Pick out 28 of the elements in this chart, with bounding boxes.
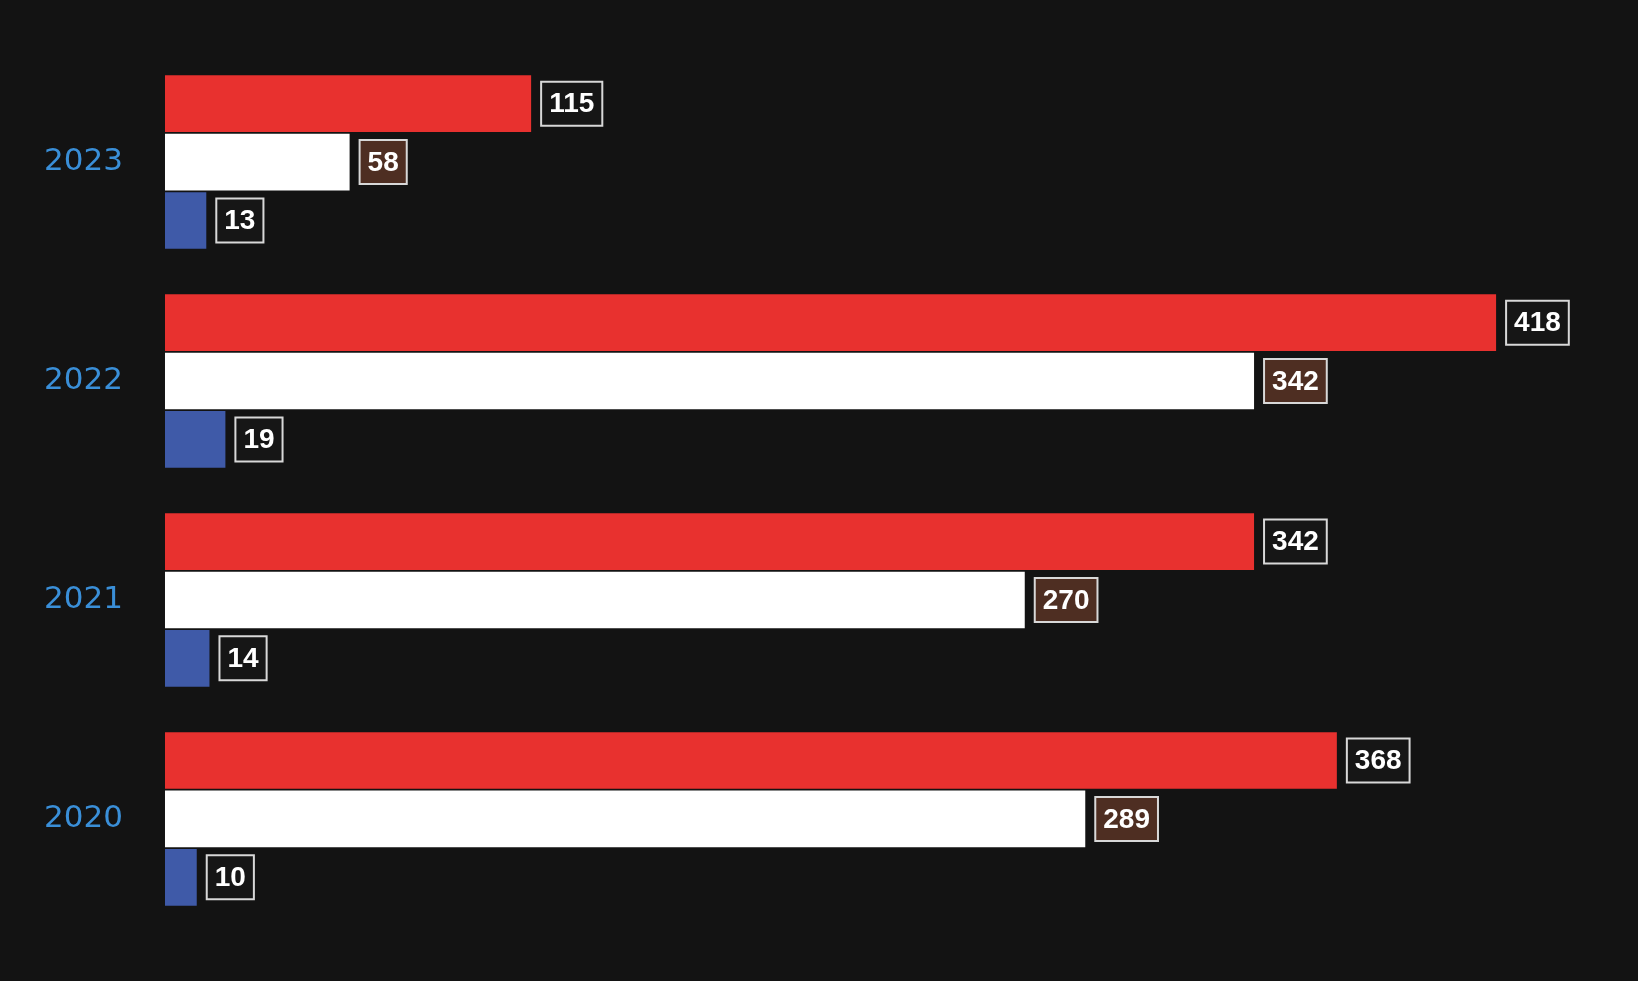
data-label: 115 — [549, 87, 595, 119]
bar — [164, 294, 1497, 351]
bar — [164, 513, 1255, 570]
bar — [164, 848, 197, 906]
y-tick-label: 2022 — [43, 360, 123, 397]
data-label: 418 — [1514, 306, 1561, 338]
data-label: 10 — [214, 861, 246, 893]
bar — [164, 75, 532, 133]
bar — [164, 732, 1337, 789]
bar — [164, 133, 350, 191]
data-label: 58 — [367, 145, 399, 177]
data-label: 342 — [1272, 525, 1319, 557]
data-label: 368 — [1354, 744, 1402, 776]
data-label: 289 — [1103, 802, 1150, 834]
bar — [164, 790, 1086, 848]
y-tick-label: 2020 — [43, 797, 123, 834]
bar — [164, 411, 226, 468]
bar — [164, 571, 1025, 629]
data-label: 342 — [1272, 364, 1319, 396]
bar — [164, 630, 210, 687]
data-label: 270 — [1042, 583, 1090, 615]
data-label: 14 — [227, 642, 260, 674]
y-tick-label: 2023 — [43, 141, 123, 178]
data-label: 19 — [243, 423, 275, 455]
data-label: 13 — [224, 204, 256, 236]
y-tick-label: 2021 — [43, 579, 123, 616]
bar — [164, 192, 207, 249]
bar — [164, 352, 1255, 410]
